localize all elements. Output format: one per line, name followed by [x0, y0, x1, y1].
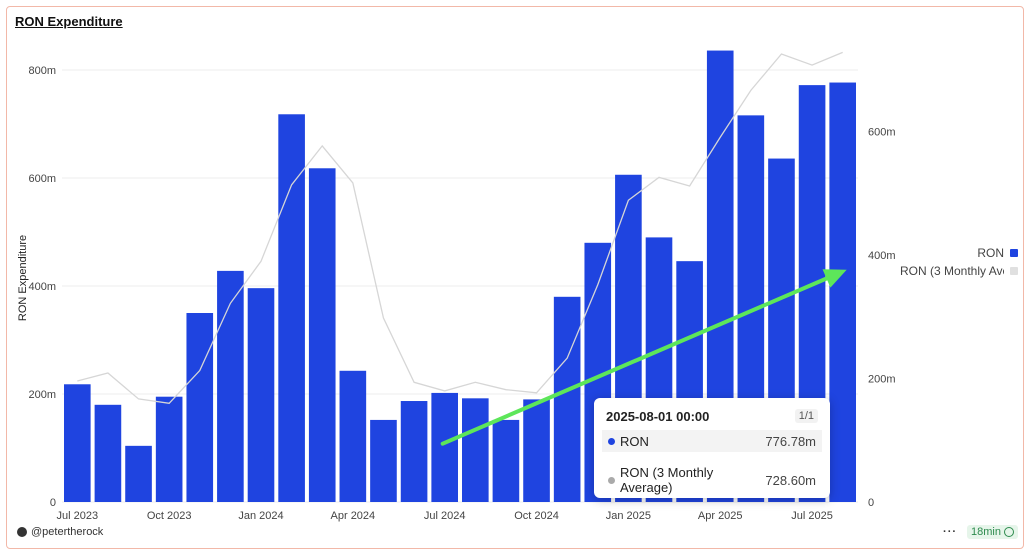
y-tick-right: 0 [868, 497, 874, 509]
y-tick-left: 800m [28, 65, 56, 77]
bar [278, 114, 305, 502]
x-tick: Oct 2024 [514, 510, 559, 522]
legend-swatch-ron [1010, 249, 1018, 257]
author-name: @petertherock [31, 526, 104, 538]
y-tick-left: 600m [28, 173, 56, 185]
tooltip-dot-ron [608, 437, 615, 445]
legend-item-ron[interactable]: RON [900, 244, 1018, 262]
x-tick: Jul 2024 [424, 510, 466, 522]
x-tick: Apr 2025 [698, 510, 743, 522]
avatar [17, 527, 27, 537]
bar [492, 419, 520, 502]
footer-actions: ··· 18min [943, 525, 1018, 539]
bar [523, 399, 550, 502]
y-tick-left: 200m [28, 389, 56, 401]
legend-label-ron-avg: RON (3 Monthly Average) [900, 264, 1004, 278]
x-tick: Jul 2025 [791, 510, 833, 522]
tooltip-date: 2025-08-01 00:00 [606, 409, 710, 424]
tooltip-row-ron: RON 776.78m [602, 430, 822, 452]
bar [155, 396, 183, 502]
tooltip-dot-ron-avg [608, 476, 615, 484]
bar [829, 82, 856, 502]
legend: RON RON (3 Monthly Average) [900, 244, 1018, 280]
y-tick-right: 400m [868, 250, 896, 262]
y-axis-label: RON Expenditure [17, 235, 29, 321]
bar [553, 296, 581, 502]
freshness-text: 18min [971, 526, 1001, 538]
check-circle-icon [1004, 527, 1014, 537]
y-tick-right: 200m [868, 374, 896, 386]
bar [64, 384, 91, 502]
x-tick: Oct 2023 [147, 510, 192, 522]
bar [400, 401, 428, 502]
author-credit[interactable]: @petertherock [17, 526, 103, 538]
x-tick: Jan 2024 [238, 510, 283, 522]
legend-label-ron: RON [977, 246, 1004, 260]
freshness-badge[interactable]: 18min [967, 525, 1018, 539]
bar [217, 270, 244, 502]
bar [186, 313, 214, 502]
tooltip: 2025-08-01 00:00 1/1 RON 776.78m RON (3 … [594, 398, 830, 498]
bar [339, 370, 367, 502]
bar [94, 404, 122, 502]
tooltip-value-ron-avg: 728.60m [765, 472, 816, 488]
legend-swatch-ron-avg [1010, 267, 1018, 275]
ellipsis-icon[interactable]: ··· [943, 526, 958, 538]
bar [125, 445, 152, 502]
bar [308, 168, 336, 502]
tooltip-value-ron: 776.78m [765, 433, 816, 449]
annotation-arrow-shaft [440, 276, 829, 446]
x-tick: Jul 2023 [57, 510, 99, 522]
tooltip-label-ron-avg: RON (3 Monthly Average) [620, 465, 714, 495]
tooltip-label-ron: RON [620, 433, 649, 449]
bar [431, 392, 458, 502]
tooltip-page: 1/1 [794, 409, 818, 423]
x-tick: Jan 2025 [606, 510, 651, 522]
y-tick-right: 600m [868, 127, 896, 139]
bar [247, 288, 275, 502]
x-tick: Apr 2024 [331, 510, 376, 522]
tooltip-row-ron-avg: RON (3 Monthly Average) 728.60m [602, 465, 822, 495]
legend-item-ron-avg[interactable]: RON (3 Monthly Average) [900, 262, 1018, 280]
y-tick-left: 400m [28, 281, 56, 293]
chart-title[interactable]: RON Expenditure [15, 14, 123, 29]
series-line-ron-avg [77, 51, 843, 404]
y-tick-left: 0 [50, 497, 56, 509]
bar [462, 398, 489, 502]
bar [370, 419, 397, 502]
annotation-arrow-head [822, 269, 847, 288]
